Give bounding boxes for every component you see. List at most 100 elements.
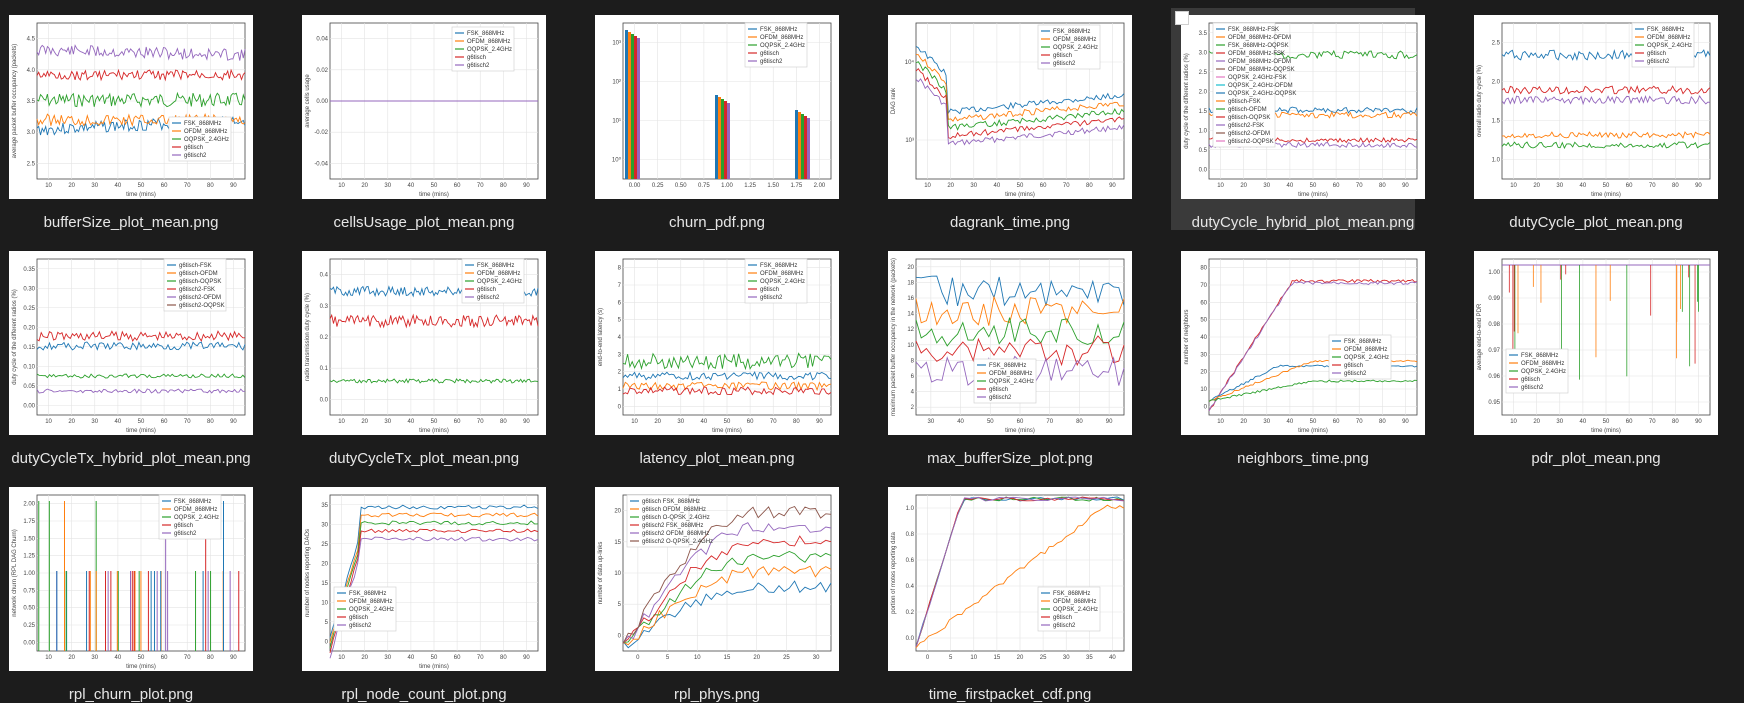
svg-text:6: 6 [618,300,622,306]
file-thumbnail[interactable]: 0 5 10 15 20 25 30 35 40 0.0 0.2 0.4 0.6 0.8 1.0 FSK_86… [888,487,1132,671]
legend-entry: FSK_868MHz [1521,353,1558,359]
file-thumbnail[interactable]: 10 20 30 40 50 60 70 80 90 0 5 10 15 20 25 30 35 FSK_868M… [302,487,546,671]
file-thumbnail[interactable]: 0.00 0.25 0.50 0.75 1.00 1.25 1.50 1.75 2.00 10⁰ 1… [595,15,839,199]
file-tile[interactable]: 10 20 30 40 50 60 70 80 90 2.5 3.0 3.5 4.0 4.5 FSK_868… [9,8,253,231]
chart-preview: 10 20 30 40 50 60 70 80 90 0.00 0.05 0.10 0.15 0.20 0.… [12,258,246,434]
svg-text:2: 2 [911,405,915,411]
file-tile[interactable]: 10 20 30 40 50 60 70 80 90 0 5 10 15 20 25 30 35 FSK_868M… [302,480,546,703]
file-thumbnail[interactable]: 10 20 30 40 50 60 70 80 90 0.0 0.5 1.0 1.5 2.0 2.5 3.0 3… [1181,15,1425,199]
svg-text:0.15: 0.15 [23,345,35,351]
legend-entry: g6tisch [467,55,486,61]
svg-text:1.0: 1.0 [1199,128,1208,134]
file-thumbnail[interactable]: 10 20 30 40 50 60 70 80 90 2.5 3.0 3.5 4.0 4.5 FSK_868… [9,15,253,199]
legend-entry: OFDM_868MHz [349,599,392,605]
svg-text:5: 5 [618,318,622,324]
file-tile[interactable]: 10 20 30 40 50 60 70 80 90 10³ 10⁴ FSK_868MHz OFDM_8… [888,8,1132,231]
file-tile[interactable]: 0.00 0.25 0.50 0.75 1.00 1.25 1.50 1.75 2.00 10⁰ 1… [595,8,839,231]
svg-text:1.0: 1.0 [906,506,915,512]
legend-entry: g6tisch2-OQPSK [1228,139,1274,145]
svg-text:10: 10 [1217,183,1224,189]
svg-text:0.6: 0.6 [906,558,915,564]
svg-text:1.00: 1.00 [721,183,733,189]
select-checkbox[interactable] [1175,11,1189,25]
file-name-label: latency_plot_mean.png [639,450,795,467]
file-tile[interactable]: 10 20 30 40 50 60 70 80 90 0 10 20 30 40 50 60 70 80 FSK_8… [1181,244,1425,467]
svg-text:30: 30 [1263,183,1270,189]
legend-entry: g6tisch [760,51,779,57]
chart-preview: 10 20 30 40 50 60 70 80 90 0 5 10 15 20 25 30 35 FSK_868M… [305,494,539,670]
svg-text:30: 30 [91,183,98,189]
svg-text:10: 10 [321,600,328,606]
svg-text:16: 16 [907,296,914,302]
svg-text:80: 80 [1076,419,1083,425]
file-name-label: dagrank_time.png [949,214,1071,231]
svg-text:90: 90 [230,183,237,189]
file-thumbnail[interactable]: 10 20 30 40 50 60 70 80 90 0.00 0.05 0.10 0.15 0.20 0.… [9,251,253,435]
file-thumbnail[interactable]: 0 5 10 15 20 25 30 0 5 10 15 20 g6tisch FSK_868MHz g6… [595,487,839,671]
svg-text:5: 5 [949,655,953,661]
series-line [622,551,832,643]
series-line [36,68,246,82]
series-line [622,522,832,644]
svg-text:20: 20 [654,419,661,425]
bar [721,99,724,179]
chart-preview: 10 20 30 40 50 60 70 80 90 -0.04 -0.02 0.00 0.02 0.04… [305,22,539,198]
svg-text:20: 20 [68,183,75,189]
series-line [622,535,832,644]
svg-text:30: 30 [928,419,935,425]
svg-text:60: 60 [161,419,168,425]
file-tile[interactable]: 10 20 30 40 50 60 70 80 90 0.00 0.25 0.50 0.75 1.00 1.… [9,480,253,703]
svg-text:10: 10 [924,183,931,189]
file-thumbnail[interactable]: 10 20 30 40 50 60 70 80 90 10³ 10⁴ FSK_868MHz OFDM_8… [888,15,1132,199]
file-tile[interactable]: 10 20 30 40 50 60 70 80 90 1.0 1.5 2.0 2.5 FSK_868MHz… [1474,8,1718,231]
svg-text:0.2: 0.2 [906,610,915,616]
svg-text:50: 50 [1200,318,1207,324]
svg-text:0.0: 0.0 [1199,167,1208,173]
legend-entry: g6tisch [477,287,496,293]
svg-text:20: 20 [1240,419,1247,425]
file-thumbnail[interactable]: 10 20 30 40 50 60 70 80 90 -0.04 -0.02 0.00 0.02 0.04… [302,15,546,199]
svg-text:40: 40 [1200,335,1207,341]
x-axis-label: time (mins) [419,664,449,670]
file-thumbnail[interactable]: 30 40 50 60 70 80 90 2 4 6 8 10 12 14 16 18 20 FSK_868MHz… [888,251,1132,435]
svg-text:70: 70 [477,183,484,189]
file-tile[interactable]: 10 20 30 40 50 60 70 80 90 0.0 0.5 1.0 1.5 2.0 2.5 3.0 3… [1171,8,1425,231]
file-thumbnail[interactable]: 10 20 30 40 50 60 70 80 90 0.0 0.1 0.2 0.3 0.4 FSK_868… [302,251,546,435]
svg-text:1.50: 1.50 [767,183,779,189]
svg-text:1.0: 1.0 [1492,158,1501,164]
file-thumbnail[interactable]: 10 20 30 40 50 60 70 80 90 0.95 0.96 0.97 0.98 0.99 1.… [1474,251,1718,435]
svg-text:50: 50 [724,419,731,425]
legend-entry: OFDM_868MHz [467,39,510,45]
svg-text:30: 30 [1063,655,1070,661]
x-axis-label: time (mins) [1298,192,1328,198]
x-axis-label: time (mins) [419,428,449,434]
svg-text:90: 90 [523,183,530,189]
legend-entry: OQPSK_2.4GHz [760,279,805,285]
legend-entry: g6tisch2-FSK [179,287,215,293]
file-tile[interactable]: 10 20 30 40 50 60 70 80 90 0.0 0.1 0.2 0.3 0.4 FSK_868… [302,244,546,467]
svg-text:0: 0 [926,655,930,661]
svg-text:0.00: 0.00 [23,403,35,409]
svg-text:3.5: 3.5 [27,99,36,105]
file-tile[interactable]: 10 20 30 40 50 60 70 80 90 -0.04 -0.02 0.00 0.02 0.04… [302,8,546,231]
file-tile[interactable]: 10 20 30 40 50 60 70 80 90 0.95 0.96 0.97 0.98 0.99 1.… [1474,244,1718,467]
svg-text:3.0: 3.0 [1199,50,1208,56]
file-tile[interactable]: 0 5 10 15 20 25 30 0 5 10 15 20 g6tisch FSK_868MHz g6… [595,480,839,703]
file-tile[interactable]: 10 20 30 40 50 60 70 80 90 0.00 0.05 0.10 0.15 0.20 0.… [9,244,253,467]
svg-text:80: 80 [793,419,800,425]
file-thumbnail[interactable]: 10 20 30 40 50 60 70 80 90 1.0 1.5 2.0 2.5 FSK_868MHz… [1474,15,1718,199]
series-line [329,504,539,638]
file-thumbnail[interactable]: 10 20 30 40 50 60 70 80 90 0 10 20 30 40 50 60 70 80 FSK_8… [1181,251,1425,435]
svg-text:90: 90 [230,419,237,425]
file-tile[interactable]: 10 20 30 40 50 60 70 80 90 0 1 2 3 4 5 6 7 8 FSK_868MHz OFD… [595,244,839,467]
file-thumbnail[interactable]: 10 20 30 40 50 60 70 80 90 0 1 2 3 4 5 6 7 8 FSK_868MHz OFD… [595,251,839,435]
svg-text:50: 50 [431,419,438,425]
x-axis-label: time (mins) [126,192,156,198]
svg-text:40: 40 [408,655,415,661]
x-axis-label: time (mins) [712,428,742,434]
series-line [915,275,1125,307]
legend-entry: g6tisch2-OFDM [179,295,221,301]
file-thumbnail[interactable]: 10 20 30 40 50 60 70 80 90 0.00 0.25 0.50 0.75 1.00 1.… [9,487,253,671]
file-tile[interactable]: 0 5 10 15 20 25 30 35 40 0.0 0.2 0.4 0.6 0.8 1.0 FSK_86… [888,480,1132,703]
file-tile[interactable]: 30 40 50 60 70 80 90 2 4 6 8 10 12 14 16 18 20 FSK_868MHz… [888,244,1132,467]
